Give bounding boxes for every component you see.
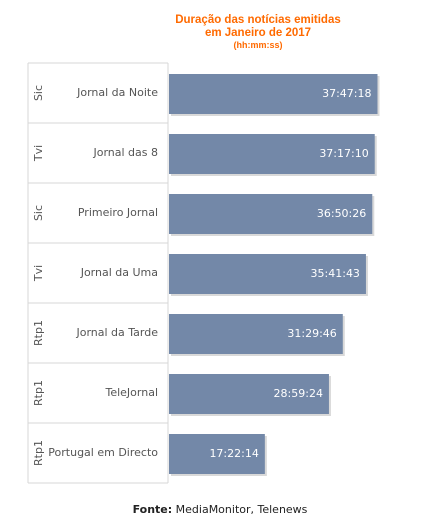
chart-title-line-2: em Janeiro de 2017	[204, 27, 312, 39]
channel-label: Sic	[32, 85, 45, 101]
channel-label: Rtp1	[32, 440, 45, 466]
bar	[169, 314, 343, 354]
bar-chart: Sic Jornal da Noite 37:47:18 Tvi Jornal das …	[27, 62, 380, 484]
bar	[169, 194, 373, 234]
category-label: Primeiro Jornal	[78, 206, 158, 219]
category-label: Jornal da Tarde	[75, 326, 158, 339]
channel-label: Rtp1	[32, 320, 45, 346]
bar	[169, 374, 329, 414]
bar	[169, 434, 265, 474]
bars	[169, 74, 380, 476]
channel-label: Sic	[32, 205, 45, 221]
source-note: Fonte: MediaMonitor, Telenews	[0, 503, 440, 516]
value-label: 17:22:14	[209, 447, 258, 460]
row-grid	[27, 62, 169, 484]
chart-title: Duração das notícias emitidas em Janeiro…	[150, 14, 366, 51]
bar	[169, 254, 366, 294]
source-label: Fonte:	[132, 503, 173, 516]
value-label: 28:59:24	[274, 387, 323, 400]
value-label: 36:50:26	[317, 207, 366, 220]
value-label: 31:29:46	[287, 327, 336, 340]
chart-title-line-1: Duração das notícias emitidas	[175, 14, 341, 26]
bar	[169, 134, 375, 174]
value-label: 35:41:43	[311, 267, 360, 280]
channel-label: Rtp1	[32, 380, 45, 406]
bar	[169, 74, 378, 114]
labels: Sic Jornal da Noite 37:47:18 Tvi Jornal das …	[32, 85, 372, 466]
chart-subtitle: (hh:mm:ss)	[233, 40, 283, 50]
source-text: MediaMonitor, Telenews	[172, 503, 308, 516]
value-label: 37:47:18	[322, 87, 371, 100]
category-label: Jornal da Noite	[76, 86, 158, 99]
category-label: Jornal da Uma	[80, 266, 158, 279]
category-label: Portugal em Directo	[48, 446, 158, 459]
category-label: TeleJornal	[104, 386, 158, 399]
value-label: 37:17:10	[319, 147, 368, 160]
category-label: Jornal das 8	[92, 146, 158, 159]
channel-label: Tvi	[32, 265, 45, 282]
channel-label: Tvi	[32, 145, 45, 162]
